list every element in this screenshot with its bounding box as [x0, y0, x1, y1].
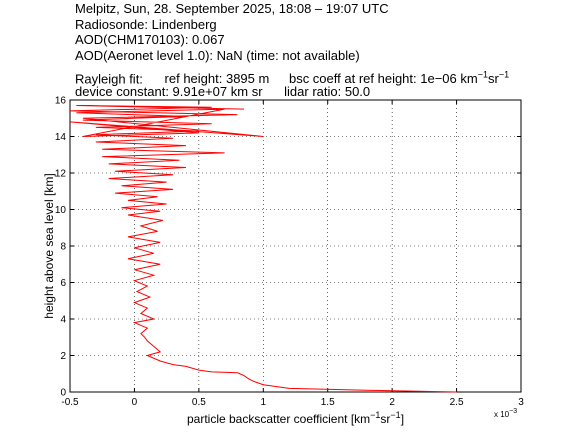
x-tick-label: 3	[518, 397, 524, 408]
y-tick-label: 4	[60, 315, 66, 326]
bsc-coeff: bsc coeff at ref height: 1e−06 km−1sr−1	[288, 70, 510, 87]
backscatter-profile-line	[69, 105, 457, 393]
y-tick-label: 16	[55, 96, 67, 107]
y-tick-label: 12	[55, 169, 67, 180]
rayleigh-label: Rayleigh fit:	[75, 71, 143, 87]
title-line-6: device constant: 9.91e+07 km sr lidar ra…	[75, 84, 370, 100]
title-line-4: AOD(Aeronet level 1.0): NaN (time: not a…	[75, 48, 360, 63]
x-tick-label: 2	[389, 397, 395, 408]
grid	[70, 100, 521, 392]
x-multiplier: x 10−3	[494, 408, 517, 419]
x-axis-label: particle backscatter coefficient [km−1sr…	[187, 410, 404, 426]
x-tick-label: 2.5	[450, 397, 464, 408]
y-tick-label: 8	[60, 242, 66, 253]
title-line-3: AOD(CHM170103): 0.067	[75, 32, 225, 47]
x-tick-label: -0.5	[61, 397, 79, 408]
lidar-ratio: lidar ratio: 50.0	[284, 84, 371, 99]
x-tick-label: 0	[132, 397, 138, 408]
ref-height: ref height: 3895 m	[164, 71, 270, 87]
y-ticks: 0 2 4 6 8 10 12 14 16	[55, 96, 521, 399]
title-line-1: Melpitz, Sun, 28. September 2025, 18:08 …	[75, 1, 389, 16]
device-constant: device constant: 9.91e+07 km sr	[75, 84, 263, 99]
y-tick-label: 0	[60, 388, 66, 399]
x-ticks: -0.5 0 0.5 1 1.5 2 2.5 3	[61, 100, 524, 408]
title-line-5: Rayleigh fit: ref height: 3895 m bsc coe…	[75, 67, 509, 87]
y-tick-label: 14	[55, 132, 67, 143]
y-axis-label: height above sea level [km]	[42, 173, 56, 318]
x-tick-label: 1	[261, 397, 267, 408]
x-tick-label: 0.5	[192, 397, 206, 408]
y-tick-label: 6	[60, 278, 66, 289]
x-tick-label: 1.5	[321, 397, 335, 408]
y-tick-label: 2	[60, 351, 66, 362]
title-line-2: Radiosonde: Lindenberg	[75, 17, 217, 32]
y-tick-label: 10	[55, 205, 67, 216]
